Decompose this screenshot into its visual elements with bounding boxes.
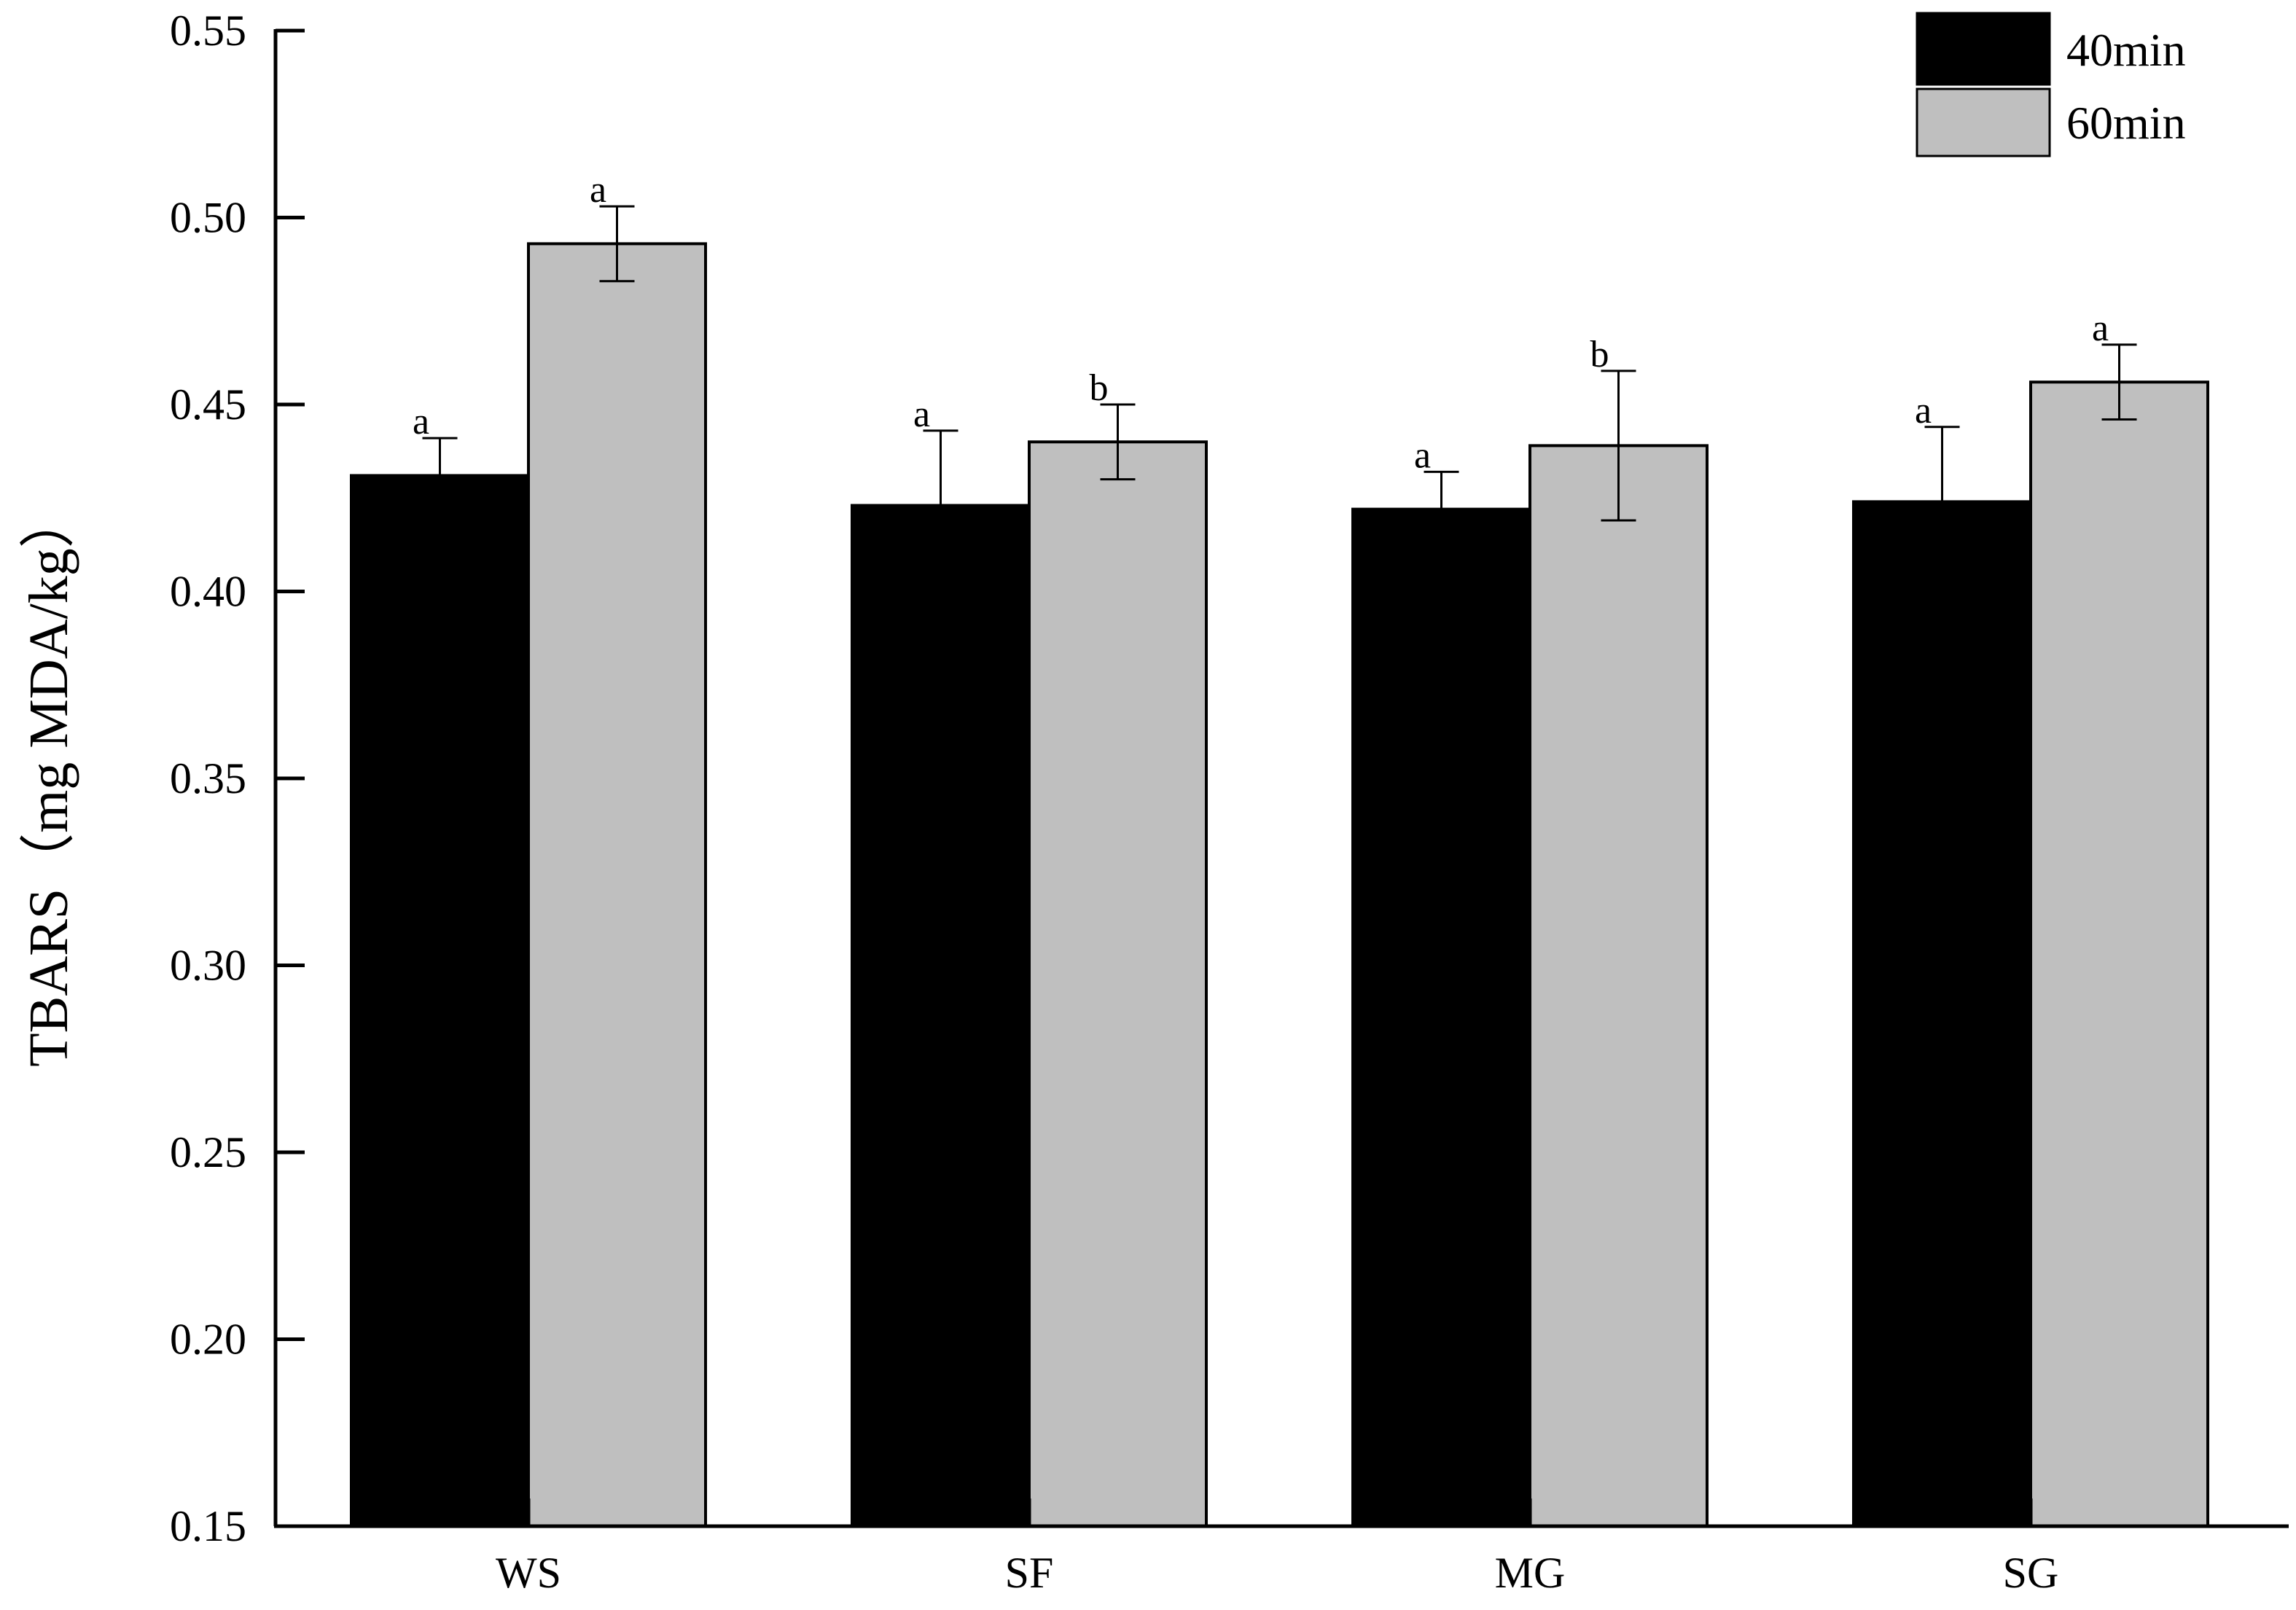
significance-label: a [2092,308,2109,349]
legend-label-40min: 40min [2066,24,2186,76]
bar-40min-MG [1351,507,1531,1528]
legend-swatch-40min [1916,12,2051,86]
significance-label: a [913,394,930,435]
ticks-layer [276,28,2033,1528]
labels-layer: 0.15 0.20 0.25 0.30 0.35 0.40 0.45 0.50 0.55 WS a a… [170,7,2109,1597]
legend: 40min 60min [1916,12,2186,157]
x-category-label: MG [1495,1549,1566,1597]
error-bars-layer [422,205,2137,582]
significance-label: a [1414,434,1431,476]
bar-60min-MG [1528,444,1709,1528]
bars-layer [350,242,2209,1528]
bar-40min-SF [851,504,1031,1528]
y-tick-label: 0.35 [170,754,246,802]
significance-label: b [1090,367,1109,409]
x-category-label: SG [2003,1549,2059,1597]
y-tick-label: 0.30 [170,942,246,990]
y-tick-label: 0.55 [170,7,246,55]
bar-60min-WS [527,242,707,1528]
y-tick-label: 0.15 [170,1502,246,1550]
bar-40min-WS [350,474,530,1528]
x-category-label: SF [1005,1549,1054,1597]
y-tick-label: 0.25 [170,1128,246,1176]
y-tick-label: 0.50 [170,194,246,242]
y-axis-title: TBARS（mg MDA/kg） [18,493,79,1067]
x-category-label: WS [496,1549,561,1597]
significance-label: a [590,169,606,211]
y-tick-label: 0.20 [170,1316,246,1364]
significance-label: a [1915,390,1932,431]
significance-label: b [1590,334,1609,375]
bar-60min-SG [2029,380,2209,1528]
bar-40min-SG [1852,500,2032,1528]
legend-swatch-60min [1916,87,2051,157]
y-tick-label: 0.45 [170,380,246,429]
bar-60min-SF [1028,440,1208,1528]
y-tick-label: 0.40 [170,568,246,616]
significance-label: a [413,401,429,442]
legend-label-60min: 60min [2066,97,2186,149]
